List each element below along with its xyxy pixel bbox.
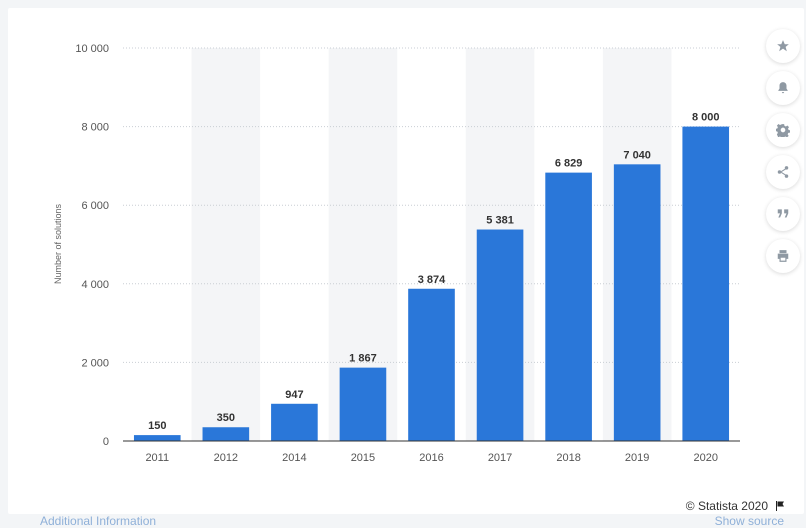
data-label: 7 040 (623, 149, 651, 161)
chart-card: 0 2 000 4 000 6 000 8 000 10 000 150 2011 350 201… (8, 8, 804, 514)
chart-toolbar (766, 29, 800, 273)
additional-information-link[interactable]: Additional Information (40, 514, 157, 528)
bar (202, 427, 250, 441)
bar (682, 126, 730, 441)
favorite-button[interactable] (766, 29, 800, 63)
copyright-text: © Statista 2020 (685, 499, 768, 513)
star-icon (777, 40, 789, 52)
category-band (191, 48, 261, 441)
bar (545, 172, 592, 441)
share-button[interactable] (766, 155, 800, 189)
data-label: 3 874 (418, 274, 446, 286)
y-tick-label: 10 000 (75, 43, 109, 55)
data-label: 6 829 (555, 158, 583, 170)
x-tick-label: 2016 (419, 452, 443, 464)
x-tick-label: 2020 (693, 452, 717, 464)
y-tick-label: 4 000 (81, 279, 109, 291)
data-label: 350 (217, 412, 235, 424)
data-label: 150 (148, 420, 166, 432)
y-tick-label: 0 (103, 436, 109, 448)
bar (271, 403, 318, 441)
bar-chart: 0 2 000 4 000 6 000 8 000 10 000 150 2011 350 201… (53, 43, 740, 464)
bar (613, 164, 661, 441)
x-tick-label: 2019 (625, 452, 649, 464)
bell-icon (778, 82, 788, 94)
copyright-notice[interactable]: © Statista 2020 (686, 499, 786, 513)
x-tick-label: 2011 (145, 452, 169, 464)
data-label: 5 381 (486, 215, 514, 227)
x-tick-label: 2014 (282, 452, 306, 464)
x-tick-label: 2018 (556, 452, 580, 464)
x-tick-label: 2015 (351, 452, 375, 464)
y-tick-label: 6 000 (81, 200, 109, 212)
bar (133, 435, 181, 441)
show-source-link[interactable]: Show source (714, 514, 784, 528)
quote-icon (777, 209, 789, 218)
notification-button[interactable] (766, 71, 800, 105)
share-icon (777, 166, 789, 178)
data-label: 947 (285, 389, 303, 401)
print-icon (777, 250, 789, 262)
data-label: 1 867 (349, 353, 377, 365)
x-tick-label: 2017 (488, 452, 512, 464)
y-tick-label: 8 000 (81, 122, 109, 134)
bar (408, 288, 455, 441)
flag-icon (776, 501, 784, 511)
y-tick-label: 2 000 (81, 357, 109, 369)
cite-button[interactable] (766, 197, 800, 231)
x-tick-label: 2012 (214, 452, 238, 464)
data-label: 8 000 (692, 112, 720, 124)
gear-icon (776, 123, 790, 137)
bar (476, 229, 524, 441)
print-button[interactable] (766, 239, 800, 273)
y-axis-title: Number of solutions (53, 203, 63, 284)
settings-button[interactable] (766, 113, 800, 147)
bar (339, 367, 387, 441)
